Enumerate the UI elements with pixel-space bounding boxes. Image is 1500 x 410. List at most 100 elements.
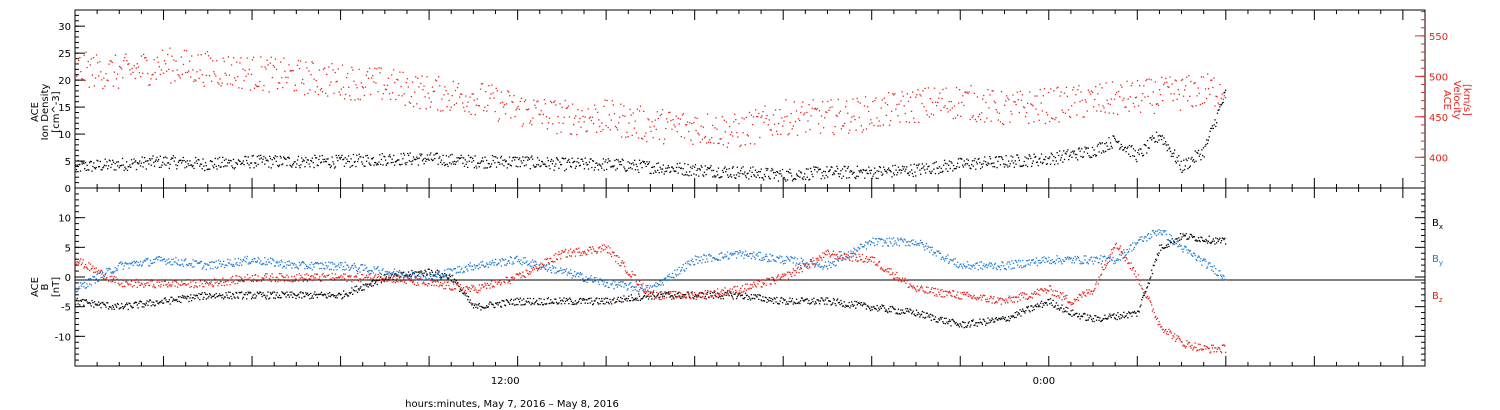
data-point (683, 174, 685, 176)
data-point (587, 163, 589, 166)
data-point (1008, 320, 1011, 322)
data-point (996, 319, 998, 321)
data-point (107, 168, 109, 170)
data-point (514, 257, 516, 259)
data-point (394, 274, 397, 276)
data-point (127, 263, 129, 265)
data-points (75, 47, 1227, 354)
data-point (934, 172, 937, 175)
data-point (224, 296, 226, 298)
data-point (1121, 314, 1123, 316)
data-point (244, 294, 246, 296)
data-point (1068, 313, 1071, 315)
data-point (192, 165, 194, 167)
data-point (256, 155, 258, 158)
data-point (888, 169, 891, 171)
data-point (202, 158, 204, 160)
data-point (1046, 114, 1049, 116)
data-point (103, 303, 106, 305)
data-point (721, 176, 723, 178)
data-point (712, 176, 714, 178)
data-point (827, 297, 829, 299)
data-point (1160, 249, 1162, 251)
data-point (77, 303, 79, 305)
data-point (639, 299, 641, 302)
data-point (137, 163, 139, 165)
data-point (212, 60, 214, 62)
data-point (901, 169, 903, 172)
data-point (403, 276, 406, 278)
data-point (348, 86, 350, 88)
data-point (135, 160, 137, 162)
data-point (601, 163, 604, 165)
data-point (1128, 144, 1131, 147)
data-point (291, 291, 293, 293)
data-point (370, 164, 372, 166)
data-point (463, 106, 465, 109)
data-point (353, 80, 355, 82)
data-point (816, 107, 819, 110)
data-point (1084, 313, 1086, 315)
data-point (1048, 91, 1050, 94)
data-point (591, 116, 594, 118)
data-point (166, 157, 168, 159)
data-point (1174, 79, 1176, 81)
data-point (855, 175, 858, 177)
data-point (1182, 169, 1184, 172)
data-point (573, 303, 575, 305)
data-point (357, 268, 360, 270)
data-point (217, 295, 219, 297)
data-point (1179, 233, 1182, 235)
data-point (291, 267, 293, 269)
data-point (301, 157, 303, 159)
data-point (857, 175, 859, 178)
data-point (380, 282, 383, 284)
data-point (532, 158, 534, 160)
data-point (280, 259, 282, 262)
data-point (434, 274, 436, 277)
data-point (676, 293, 678, 295)
data-point (687, 163, 689, 166)
data-point (638, 295, 641, 297)
data-point (93, 306, 95, 308)
data-point (949, 167, 951, 170)
data-point (171, 296, 173, 299)
data-point (1174, 160, 1177, 162)
data-point (416, 156, 418, 158)
data-point (621, 281, 623, 283)
data-point (818, 303, 821, 305)
data-point (806, 298, 808, 300)
data-point (867, 106, 869, 108)
data-point (182, 156, 184, 159)
data-point (356, 154, 358, 156)
data-point (877, 177, 879, 180)
data-point (643, 161, 645, 163)
data-point (1201, 149, 1203, 151)
data-point (149, 299, 151, 301)
data-point (352, 69, 354, 71)
data-point (785, 99, 787, 101)
data-point (164, 297, 166, 299)
data-point (285, 76, 287, 78)
data-point (396, 78, 398, 80)
data-point (634, 289, 637, 291)
data-point (587, 298, 590, 300)
data-point (595, 162, 597, 164)
data-point (639, 163, 641, 165)
data-point (1039, 88, 1041, 91)
data-point (809, 303, 812, 305)
data-point (953, 105, 956, 107)
data-point (1212, 238, 1214, 240)
data-point (501, 258, 503, 260)
data-point (642, 160, 644, 162)
data-point (1004, 104, 1006, 106)
data-point (419, 107, 421, 110)
data-point (871, 122, 873, 124)
data-point (1197, 87, 1199, 89)
data-point (1165, 246, 1167, 249)
data-point (544, 303, 546, 305)
data-point (809, 128, 811, 131)
data-point (214, 157, 216, 160)
data-point (727, 176, 729, 178)
data-point (345, 268, 347, 270)
